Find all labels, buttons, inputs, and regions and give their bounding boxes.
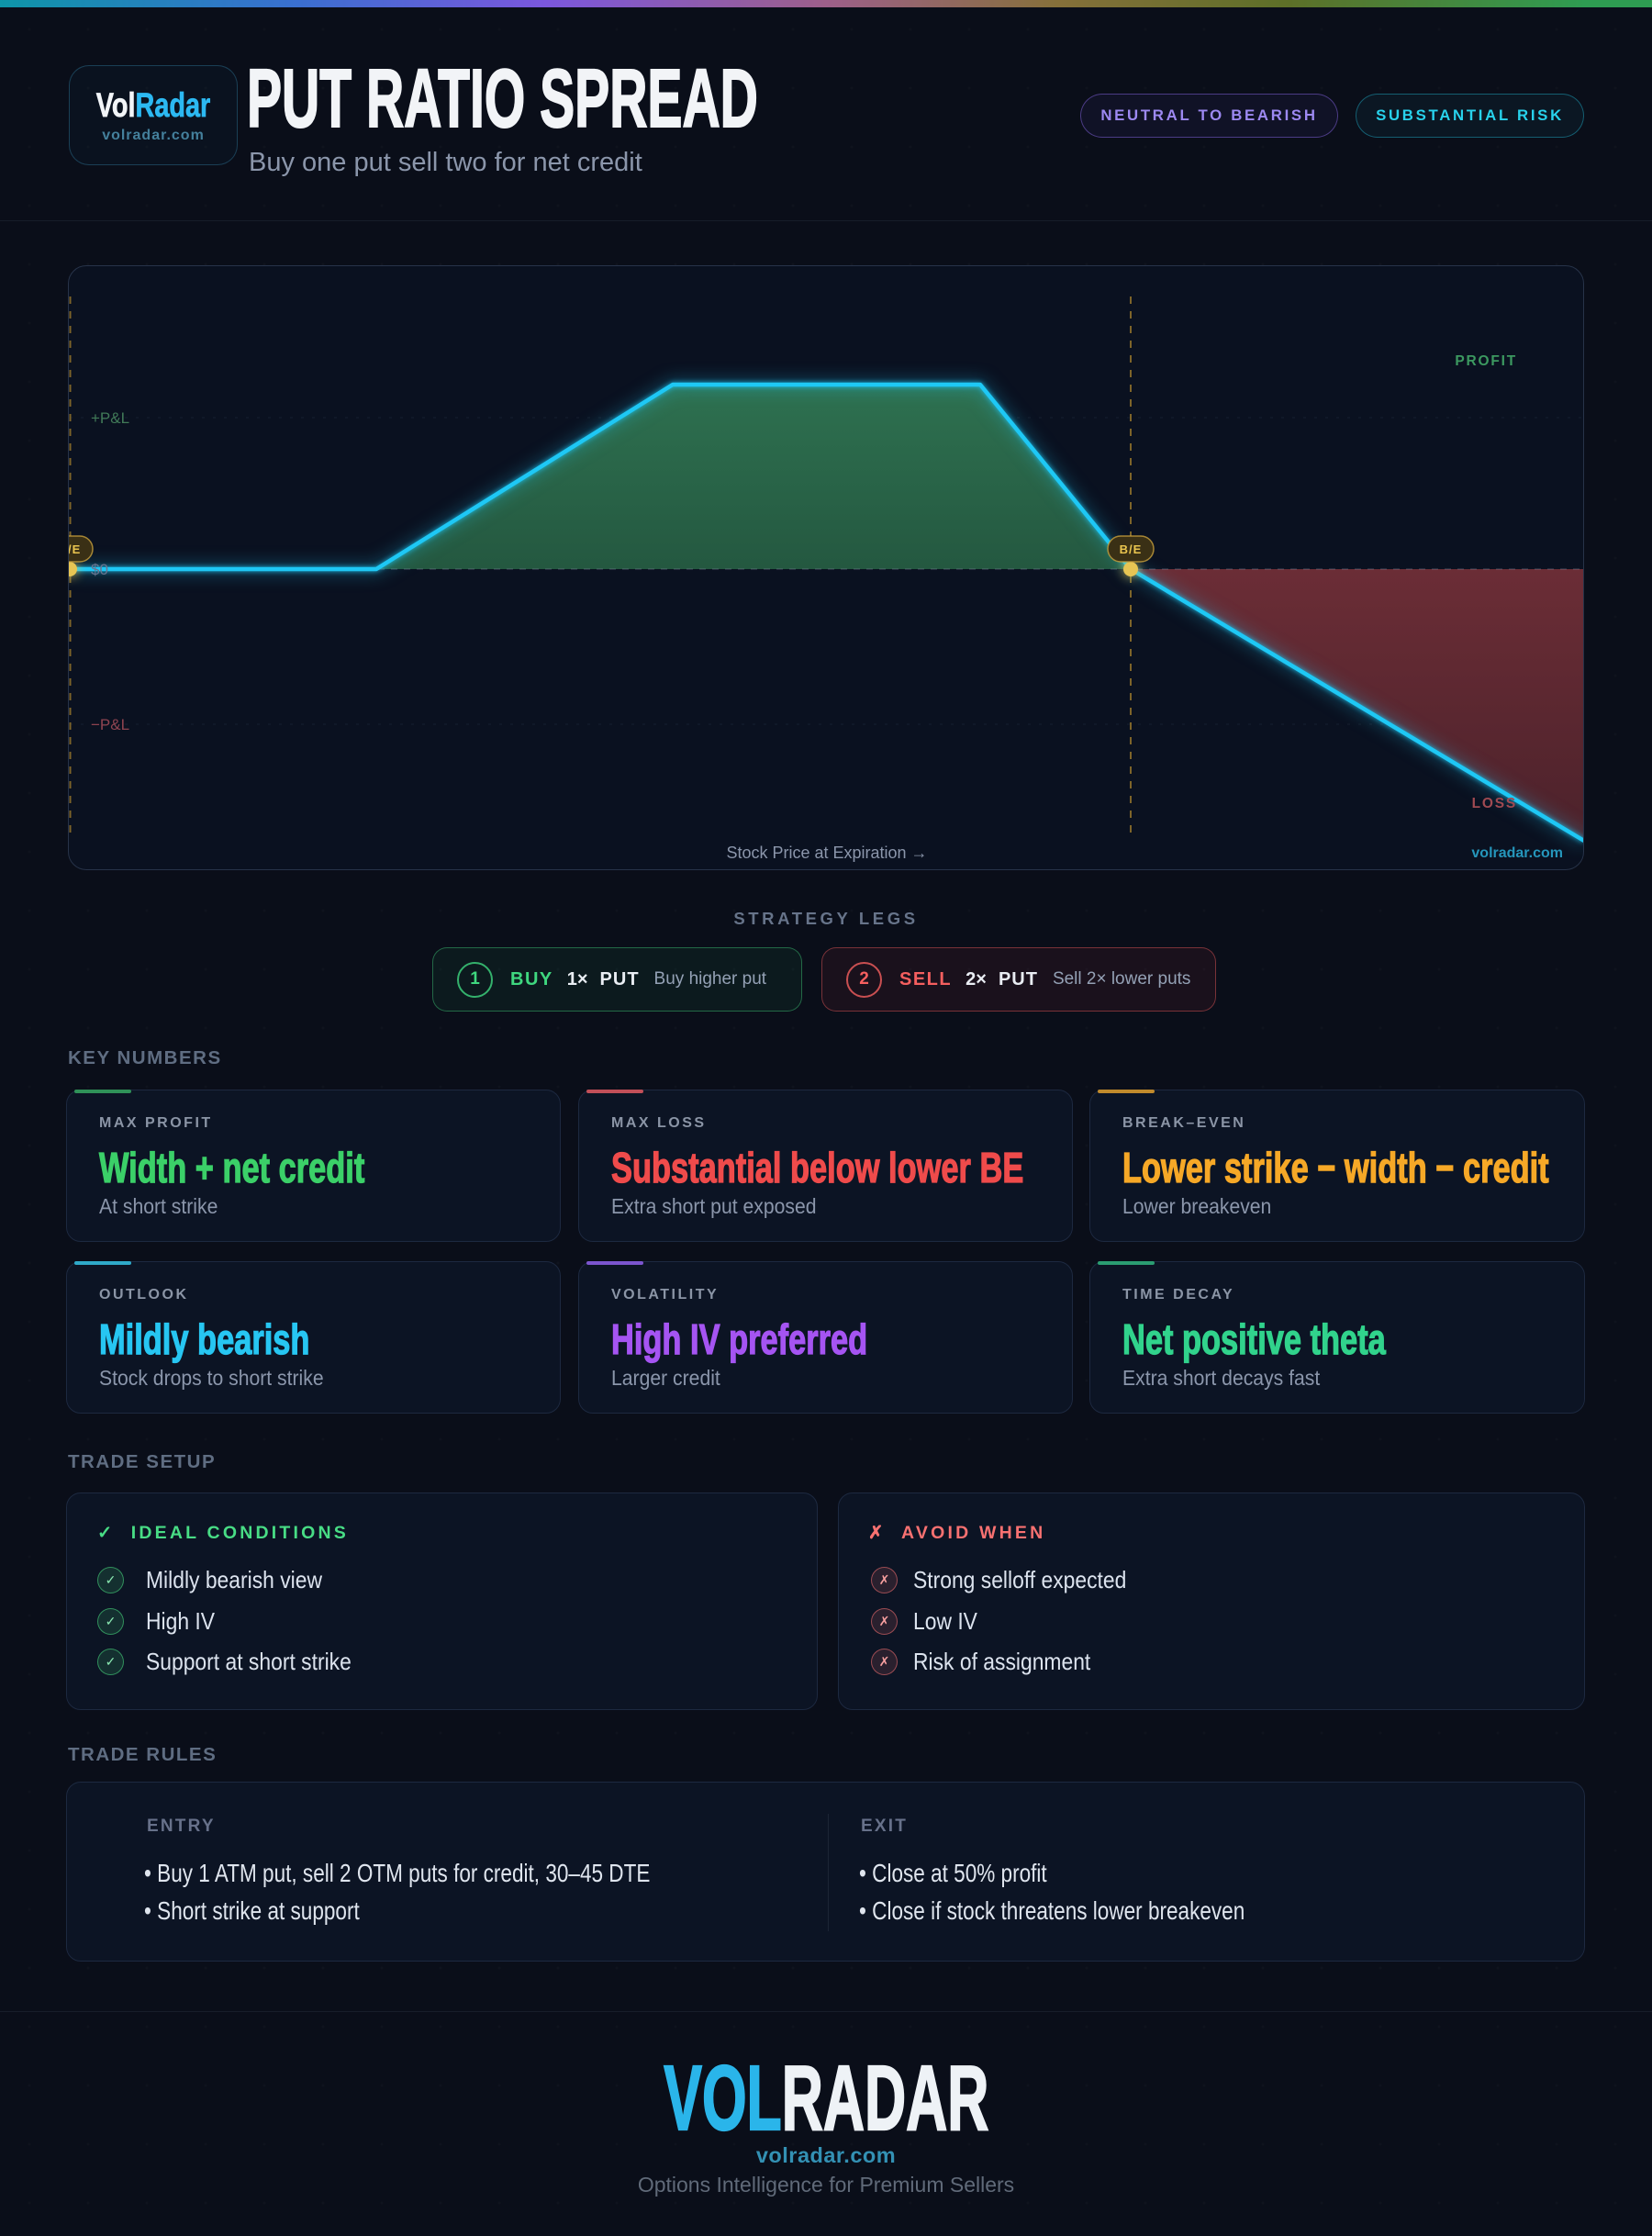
svg-text:+P&L: +P&L xyxy=(91,409,129,427)
svg-text:−P&L: −P&L xyxy=(91,716,129,733)
svg-text:volradar.com: volradar.com xyxy=(1471,845,1563,861)
svg-text:PROFIT: PROFIT xyxy=(1455,353,1517,369)
svg-text:Stock Price at Expiration →: Stock Price at Expiration → xyxy=(726,844,927,862)
svg-text:B/E: B/E xyxy=(69,542,81,556)
svg-text:LOSS: LOSS xyxy=(1472,796,1517,811)
svg-text:$0: $0 xyxy=(91,561,108,578)
svg-text:B/E: B/E xyxy=(1120,542,1143,556)
